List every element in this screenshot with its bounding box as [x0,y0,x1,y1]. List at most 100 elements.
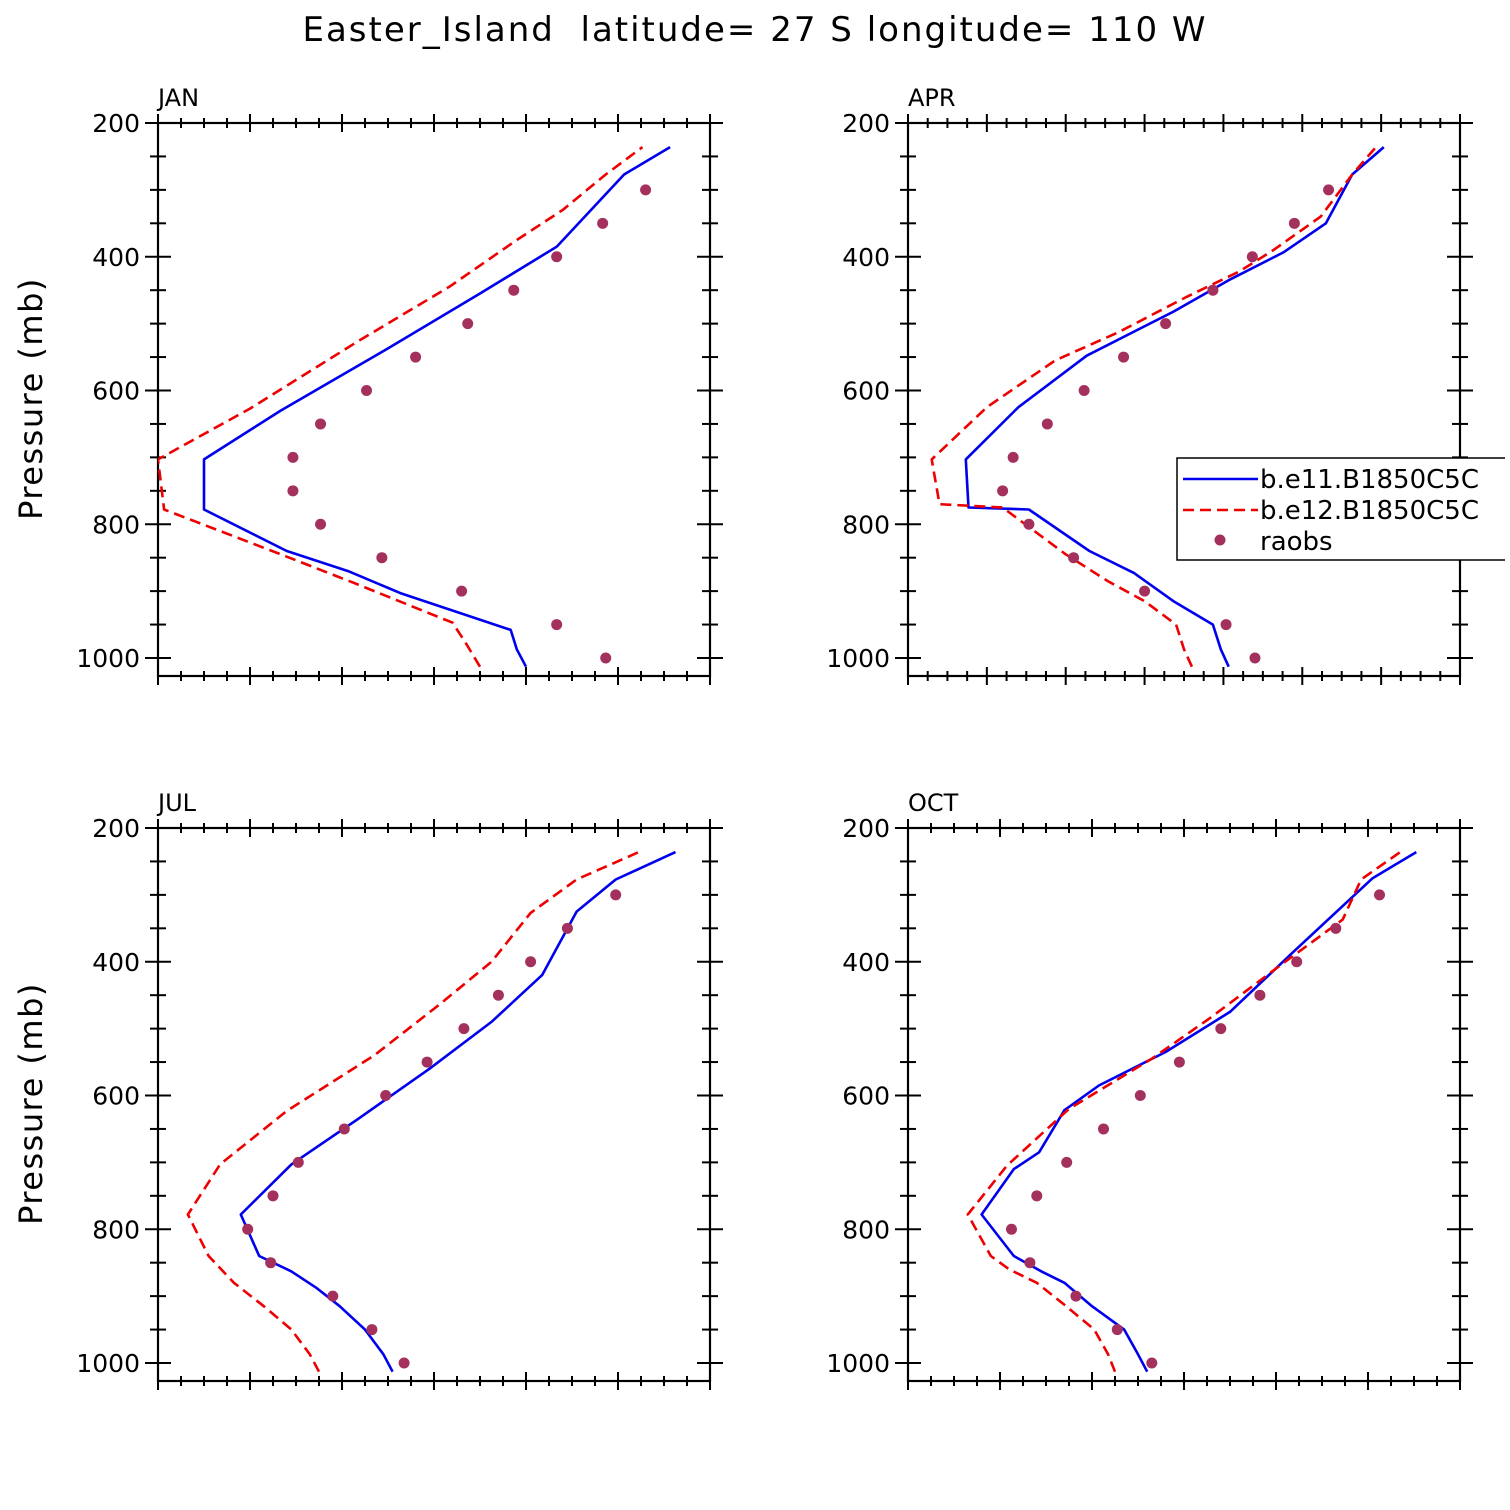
chart-jul-raobs-point [242,1223,254,1235]
chart-oct-raobs-point [1098,1123,1109,1135]
chart-oct-raobs-point [1031,1190,1043,1202]
chart-apr-raobs-point [1249,652,1261,664]
chart-apr-ytick-label: 400 [842,243,890,272]
chart-jan-series-b-e12-line [158,146,644,668]
chart-jan-raobs-point [640,184,652,196]
chart-jul-raobs-point [327,1290,339,1302]
chart-jan-raobs-point [551,251,563,263]
chart-jul-ytick-label: 200 [92,814,140,843]
chart-apr-xtick-label: 324.0 [1109,701,1181,705]
chart-apr-series-b-e12-line [930,146,1377,668]
legend-label-raobs: raobs [1260,527,1333,557]
chart-apr-series-b-e11-line [964,146,1385,668]
chart-jul-xtick-label: 316 [318,1406,366,1410]
chart-apr-ytick-label: 800 [842,510,890,539]
chart-jul-raobs-point [380,1090,392,1101]
chart-jan-xtick-label: 324.0 [398,701,470,705]
chart-jul-raobs-point [366,1324,378,1336]
chart-svg-jul: JUL 200 400 600 800 1000 308 312 316 320 324 328 332… [12,789,734,1410]
chart-oct-series-b-e11-line [980,850,1417,1373]
chart-jan-xtick-label: 333.0 [674,701,746,705]
chart-jan-raobs-point [551,619,563,631]
chart-oct-raobs-point [1024,1257,1036,1269]
chart-jan-xtick-label: 318.0 [214,701,286,705]
chart-oct-xtick-label: 320 [1160,1406,1208,1410]
chart-apr-series-group [930,146,1385,668]
chart-jul-series-b-e11-line [239,850,677,1373]
chart-apr-raobs-point [997,485,1009,497]
chart-jan-ytick-label: 200 [92,109,140,138]
chart-jan-raobs-point [462,318,474,330]
chart-jul-xtick-label: 328 [594,1406,642,1410]
chart-oct-series-b-e12-line [966,851,1401,1373]
chart-oct-xtick-label: 328 [1344,1406,1392,1410]
chart-jul-month-label: JUL [156,789,197,817]
chart-oct-ytick-label: 600 [842,1082,890,1111]
chart-oct-ytick-label: 800 [842,1215,890,1244]
chart-apr-raobs-point [1323,184,1335,196]
chart-jul-ytick-label: 600 [92,1082,140,1111]
chart-oct-raobs-point [1111,1324,1123,1336]
chart-jan-ytick-label: 800 [92,510,140,539]
chart-apr-raobs-point [1220,619,1232,631]
chart-jul-y-axis-title: Pressure (mb) [12,982,50,1225]
chart-jul-raobs-point [267,1190,279,1202]
chart-jan-series-group [158,145,671,668]
chart-apr-ytick-label: 600 [842,377,890,406]
chart-apr-raobs-point [1041,418,1053,430]
chart-jan-raobs-point [456,585,468,597]
chart-main-title: Easter_Island latitude= 27 S longitude= … [302,10,1208,50]
chart-oct-month-label: OCT [908,789,959,817]
chart-jul-raobs-point [265,1257,277,1269]
chart-jul-series-b-e12-line [186,850,640,1373]
chart-jul-series-group [186,850,677,1373]
chart-jan-raobs-point [315,518,327,530]
chart-jul-xtick-label: 308 [134,1406,182,1410]
chart-jul-raobs-point [561,922,573,934]
chart-jul-xtick-label: 312 [226,1406,274,1410]
chart-jul-xtick-label: 320 [410,1406,458,1410]
chart-jan-raobs-point [287,451,299,463]
chart-oct-raobs-point [1254,989,1266,1001]
legend-swatch-raobs [1214,534,1226,546]
chart-jul-plot-frame [156,826,712,1383]
chart-jan-raobs-point [410,351,422,363]
chart-oct-xtick-label: 324 [1252,1406,1300,1410]
chart-apr-plot-frame [906,121,1462,678]
chart-svg-jan: JAN 200 400 600 800 1000 315.0 318.0 321.0 324.0 3… [12,84,746,705]
chart-jan-y-axis-title: Pressure (mb) [12,277,50,520]
chart-oct-raobs-point [1061,1156,1073,1168]
chart-oct-xtick-label: 316 [1068,1406,1116,1410]
chart-jul-raobs-point [492,989,504,1001]
chart-jan-raobs-point [600,652,612,664]
chart-panel-apr: APR 200 400 600 800 1000 315.0 318.0 321.0 324.0 3… [750,0,1505,705]
chart-oct-xtick-label: 308 [884,1406,932,1410]
chart-apr-xtick-label: 321.0 [1030,701,1102,705]
chart-apr-xtick-label: 318.0 [951,701,1023,705]
chart-svg-apr: APR 200 400 600 800 1000 315.0 318.0 321.0 324.0 3… [826,84,1505,705]
chart-oct-series-group [966,850,1417,1373]
legend-label-b-e11: b.e11.B1850C5C [1260,465,1479,495]
chart-jul-raobs-point [292,1156,304,1168]
chart-oct-xtick-label: 312 [976,1406,1024,1410]
chart-jan-raobs-point [376,552,388,564]
chart-jan-xtick-label: 330.0 [582,701,654,705]
chart-jan-series-b-e11-line [202,145,671,668]
chart-jul-raobs-point [338,1123,350,1135]
chart-apr-raobs-point [1007,451,1019,463]
chart-oct-ytick-label: 200 [842,814,890,843]
chart-panel-jul: JUL 200 400 600 800 1000 308 312 316 320 324 328 332… [0,705,755,1410]
chart-jan-month-label: JAN [156,84,199,112]
chart-oct-ytick-label: 1000 [826,1349,890,1378]
chart-jul-xtick-label: 332 [686,1406,734,1410]
chart-jan-raobs-point [597,217,609,229]
chart-oct-raobs-point [1006,1223,1017,1235]
chart-jul-raobs-point [458,1023,470,1035]
chart-apr-xtick-label: 336.0 [1424,701,1496,705]
chart-oct-raobs-point [1330,922,1342,934]
chart-jan-raobs-point [508,284,520,296]
chart-oct-raobs-point [1215,1023,1227,1035]
chart-jul-raobs-point [525,956,537,968]
chart-apr-raobs-point [1068,552,1080,564]
